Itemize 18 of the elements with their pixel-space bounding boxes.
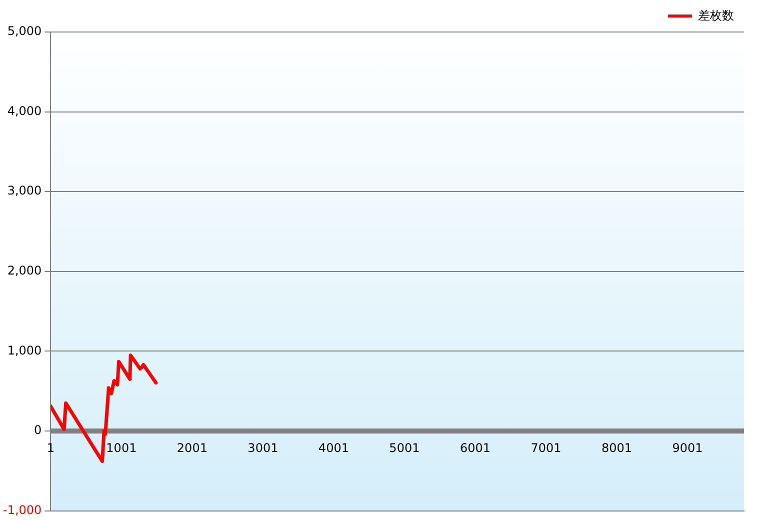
y-tick-label: 0: [34, 423, 42, 438]
y-tick-label: -1,000: [2, 502, 42, 517]
legend-label: 差枚数: [698, 8, 734, 22]
x-tick-label: 4001: [318, 441, 349, 456]
x-tick-label: 2001: [176, 441, 208, 456]
x-tick-label: 3001: [248, 441, 278, 456]
x-tick-label: 1: [46, 441, 55, 456]
y-tick-label: 5,000: [7, 24, 42, 38]
y-tick-label: 2,000: [7, 264, 42, 278]
y-tick-label: 3,000: [7, 184, 42, 198]
x-tick-label: 8001: [601, 441, 632, 456]
x-tick-label: 1001: [106, 441, 137, 456]
x-tick-label: 5001: [389, 441, 420, 456]
y-tick-label: 4,000: [7, 104, 42, 118]
x-tick-label: 7001: [530, 441, 562, 456]
x-tick-label: 9001: [672, 441, 703, 456]
y-tick-label: 1,000: [7, 343, 42, 358]
x-tick-label: 6001: [460, 441, 490, 456]
